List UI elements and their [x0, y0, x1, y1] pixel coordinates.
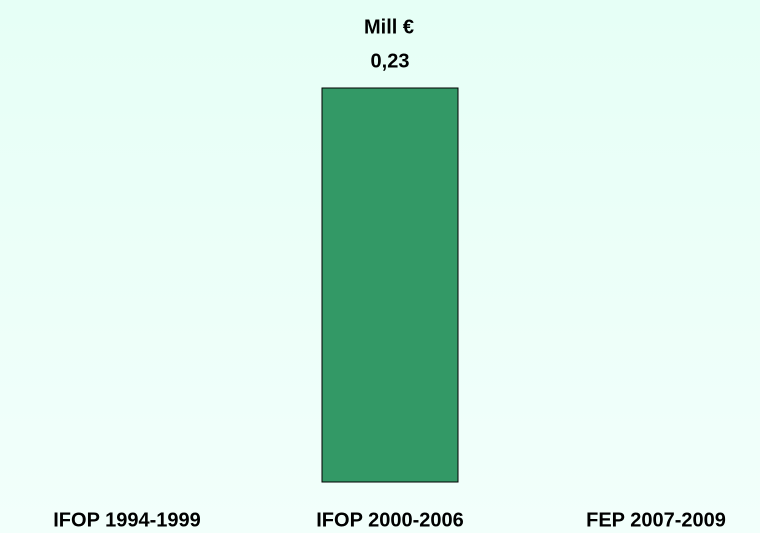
x-tick-label: IFOP 1994-1999: [53, 509, 201, 531]
x-tick-label: IFOP 2000-2006: [316, 509, 464, 531]
value-label: 0,23: [371, 50, 410, 72]
x-tick-label: FEP 2007-2009: [586, 509, 726, 531]
chart-title: Mill €: [364, 16, 414, 38]
bar: [321, 87, 459, 483]
